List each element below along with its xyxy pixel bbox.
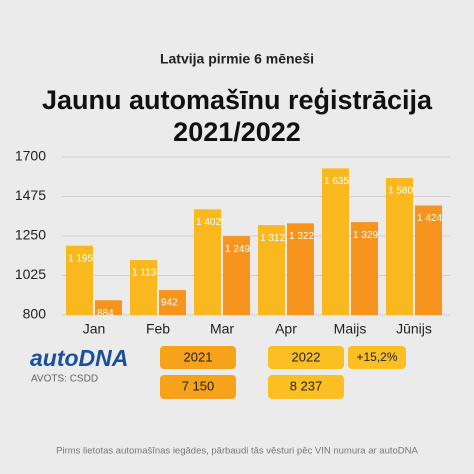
legend-label: 2021	[184, 349, 213, 364]
brand: autoDNA	[30, 345, 128, 371]
value-label: 1 424	[417, 213, 442, 224]
value-label: 1 402	[196, 217, 221, 228]
total-label: 8 237	[290, 378, 323, 393]
value-label: 1 322	[289, 231, 314, 242]
bar	[322, 168, 349, 315]
bar	[194, 209, 221, 315]
bar	[223, 236, 250, 315]
bar	[66, 245, 93, 315]
chart-subtitle: Latvija pirmie 6 mēneši	[160, 51, 314, 67]
total-box	[160, 375, 236, 399]
total-label: 7 150	[182, 378, 215, 393]
x-tick-label: Maijs	[334, 321, 367, 337]
y-tick-label: 1250	[15, 227, 46, 243]
x-tick-label: Apr	[275, 321, 297, 337]
x-tick-label: Mar	[210, 321, 234, 337]
bar	[415, 205, 442, 315]
x-tick-label: Feb	[146, 321, 170, 337]
y-tick-label: 800	[23, 306, 47, 322]
bar	[287, 223, 314, 315]
x-tick-label: Jan	[83, 321, 106, 337]
change-box	[348, 346, 406, 369]
bar	[386, 178, 413, 315]
legend-label: 2022	[292, 349, 321, 364]
legend-box	[160, 346, 236, 369]
value-label: 1 635	[324, 176, 349, 187]
bar	[159, 290, 186, 315]
bar	[130, 260, 157, 315]
y-tick-label: 1025	[15, 266, 46, 282]
value-label: 1 580	[388, 186, 413, 197]
total-box	[268, 375, 344, 399]
value-label: 942	[161, 298, 178, 309]
footer: Pirms lietotas automašīnas iegādes, pārb…	[56, 446, 418, 457]
bar	[351, 222, 378, 315]
bar	[95, 300, 122, 315]
value-label: 884	[97, 308, 114, 319]
source: AVOTS: CSDD	[31, 374, 98, 385]
y-tick-label: 1700	[15, 148, 46, 164]
x-tick-label: Jūnijs	[396, 321, 432, 337]
legend-box	[268, 346, 344, 369]
value-label: 1 312	[260, 233, 285, 244]
bar	[258, 225, 285, 315]
y-tick-label: 1475	[15, 187, 46, 203]
chart-title: Jaunu automašīnu reģistrācija 2021/2022	[41, 85, 433, 147]
value-label: 1 195	[68, 253, 93, 264]
change-label: +15,2%	[356, 350, 397, 364]
value-label: 1 113	[132, 268, 157, 279]
value-label: 1 329	[353, 230, 378, 241]
value-label: 1 249	[225, 244, 250, 255]
